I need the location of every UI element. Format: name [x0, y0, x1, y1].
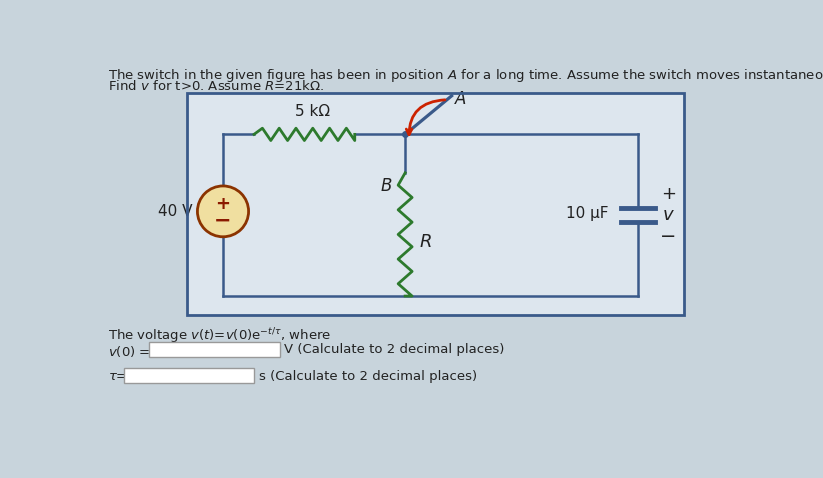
Text: 40 V: 40 V	[157, 204, 192, 219]
Text: $R$: $R$	[419, 233, 432, 251]
Bar	[187, 93, 684, 315]
Text: The switch in the given figure has been in position $A$ for a long time. Assume : The switch in the given figure has been …	[109, 66, 823, 84]
Text: B: B	[380, 177, 392, 195]
Text: $\tau$=: $\tau$=	[109, 370, 128, 383]
Text: 10 μF: 10 μF	[565, 206, 608, 221]
Text: Find $v$ for t>0. Assume $R$=21kΩ.: Find $v$ for t>0. Assume $R$=21kΩ.	[109, 79, 324, 93]
Text: +: +	[216, 195, 230, 213]
Bar	[187, 93, 684, 315]
Text: +: +	[661, 185, 677, 203]
Text: A: A	[455, 90, 466, 108]
Circle shape	[198, 186, 249, 237]
Text: −: −	[214, 211, 232, 230]
Text: V (Calculate to 2 decimal places): V (Calculate to 2 decimal places)	[284, 344, 504, 357]
Text: −: −	[660, 227, 677, 246]
Bar	[123, 369, 254, 383]
Text: The voltage $v(t)$=$v(0)$e$^{-t/\tau}$, where: The voltage $v(t)$=$v(0)$e$^{-t/\tau}$, …	[109, 327, 332, 347]
Text: $v$: $v$	[663, 206, 675, 224]
Text: s (Calculate to 2 decimal places): s (Calculate to 2 decimal places)	[258, 369, 477, 383]
Text: 5 kΩ: 5 kΩ	[295, 104, 330, 119]
Bar	[150, 342, 280, 357]
Text: $v(0)$ =: $v(0)$ =	[109, 344, 151, 359]
